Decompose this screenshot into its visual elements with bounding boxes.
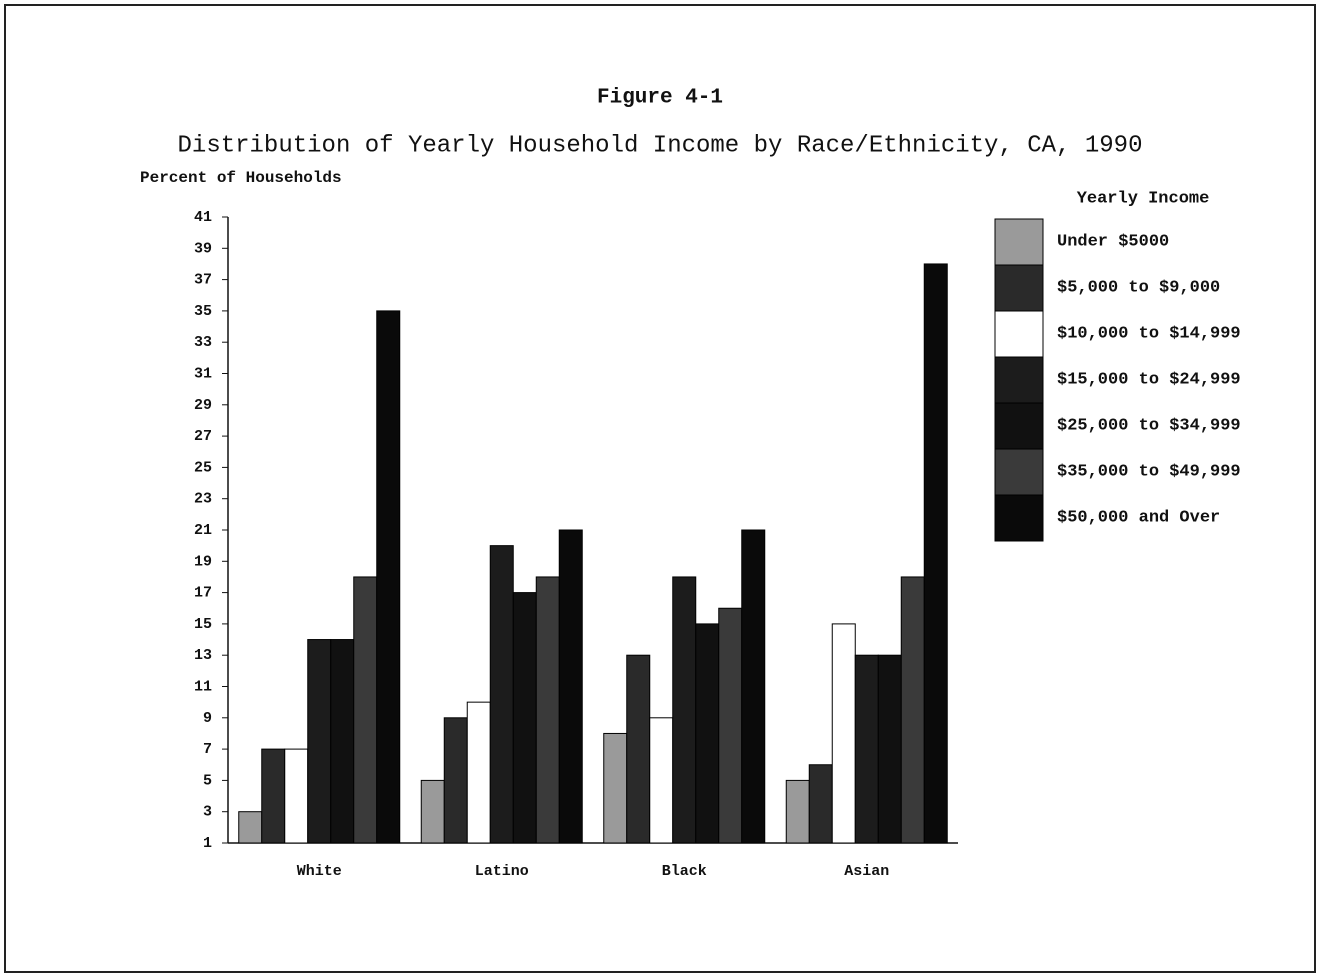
y-tick-label: 39 [194, 240, 212, 257]
legend-label: $10,000 to $14,999 [1057, 324, 1241, 343]
y-tick-label: 29 [194, 397, 212, 414]
y-tick-label: 3 [203, 804, 212, 821]
x-tick-label: Asian [844, 863, 889, 880]
y-axis-label: Percent of Households [140, 169, 342, 187]
bar [626, 654, 651, 844]
bar [238, 811, 263, 844]
y-tick-label: 1 [203, 835, 212, 852]
y-tick-label: 23 [194, 491, 212, 508]
frame [4, 4, 1316, 973]
legend-swatch [994, 218, 1044, 266]
legend-label: $50,000 and Over [1057, 508, 1220, 527]
y-tick-label: 41 [194, 209, 212, 226]
legend-swatch [994, 402, 1044, 450]
legend-swatch [994, 310, 1044, 358]
chart-title: Figure 4-1 [597, 87, 723, 110]
x-tick-label: Latino [475, 863, 529, 880]
bar [376, 310, 401, 844]
bar [420, 779, 445, 844]
bar [785, 779, 810, 844]
bar [330, 639, 355, 844]
y-tick-label: 37 [194, 272, 212, 289]
legend-label: $15,000 to $24,999 [1057, 370, 1241, 389]
bar [695, 623, 720, 844]
y-tick-label: 33 [194, 334, 212, 351]
y-tick-label: 19 [194, 553, 212, 570]
bar [672, 576, 697, 844]
x-tick-label: Black [662, 863, 707, 880]
bar [808, 764, 833, 844]
legend-label: $5,000 to $9,000 [1057, 278, 1220, 297]
bar [854, 654, 879, 844]
y-tick-label: 5 [203, 772, 212, 789]
bar [443, 717, 468, 844]
legend-swatch [994, 494, 1044, 542]
chart-subtitle: Distribution of Yearly Household Income … [178, 132, 1143, 159]
legend-label: $25,000 to $34,999 [1057, 416, 1241, 435]
y-tick-label: 9 [203, 710, 212, 727]
bar [535, 576, 560, 844]
y-tick-label: 15 [194, 616, 212, 633]
legend-title: Yearly Income [1077, 189, 1210, 208]
legend-swatch [994, 356, 1044, 404]
bar [284, 748, 309, 844]
bar [261, 748, 286, 844]
y-tick-label: 7 [203, 741, 212, 758]
y-tick-label: 21 [194, 522, 212, 539]
y-tick-label: 31 [194, 365, 212, 382]
bar [831, 623, 856, 844]
bar [718, 607, 743, 844]
legend-swatch [994, 448, 1044, 496]
y-tick-label: 35 [194, 303, 212, 320]
legend-label: $35,000 to $49,999 [1057, 462, 1241, 481]
bar [649, 717, 674, 844]
bar [489, 545, 514, 844]
x-tick-label: White [297, 863, 342, 880]
y-tick-label: 25 [194, 459, 212, 476]
y-tick-label: 13 [194, 647, 212, 664]
bar [877, 654, 902, 844]
bar [741, 529, 766, 844]
legend-swatch [994, 264, 1044, 312]
bar [558, 529, 583, 844]
bar [603, 732, 628, 844]
bar [307, 639, 332, 844]
bar [353, 576, 378, 844]
y-tick-label: 17 [194, 585, 212, 602]
bar [466, 701, 491, 844]
bar [512, 592, 537, 844]
y-tick-label: 11 [194, 678, 212, 695]
legend-label: Under $5000 [1057, 232, 1169, 251]
y-tick-label: 27 [194, 428, 212, 445]
bar [923, 263, 948, 844]
bar [900, 576, 925, 844]
